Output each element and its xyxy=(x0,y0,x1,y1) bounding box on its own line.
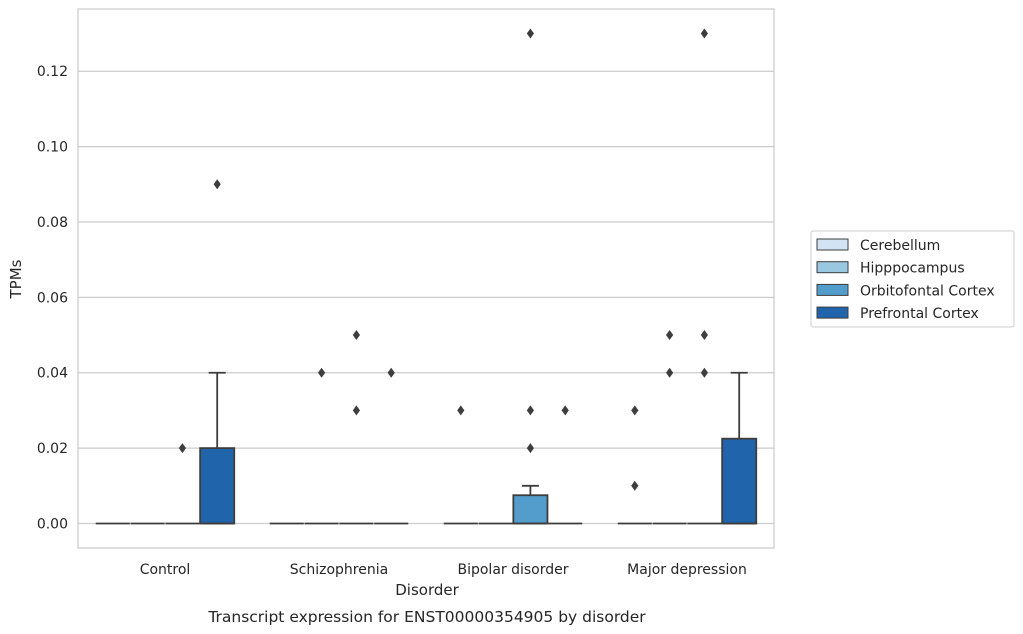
outlier-point xyxy=(666,330,674,341)
outlier-point xyxy=(526,405,534,416)
box-bipolar-disorder-3 xyxy=(548,405,583,525)
outlier-point xyxy=(178,443,186,454)
box-schizophrenia-3 xyxy=(374,367,409,525)
outlier-point xyxy=(561,405,569,416)
y-tick-label: 0.00 xyxy=(37,517,68,533)
box-major-depression-3 xyxy=(721,371,758,525)
x-tick-label: Control xyxy=(140,562,191,578)
outlier-point xyxy=(387,367,395,378)
outlier-point xyxy=(318,367,326,378)
legend: Cerebellum Hipppocampus Orbitofontal Corte… xyxy=(810,230,1015,328)
outlier-point xyxy=(666,367,674,378)
box-body xyxy=(199,447,236,525)
legend-swatch xyxy=(816,283,849,296)
box-major-depression-2 xyxy=(687,28,722,525)
y-tick-label: 0.04 xyxy=(37,366,68,382)
x-tick-labels: Control Schizophrenia Bipolar disorder Majo… xyxy=(140,562,747,578)
legend-label: Prefrontal Cortex xyxy=(860,306,979,322)
x-axis-label: Disorder xyxy=(395,581,459,599)
y-tick-labels: 0.00 0.02 0.04 0.06 0.08 0.10 0.12 xyxy=(37,64,68,532)
legend-label: Orbitofontal Cortex xyxy=(860,283,995,299)
legend-swatch xyxy=(816,261,849,274)
box-bipolar-disorder-0 xyxy=(443,405,478,525)
box-major-depression-1 xyxy=(652,330,687,525)
box-body xyxy=(721,437,758,525)
legend-frame xyxy=(810,230,1015,328)
chart-caption: Transcript expression for ENST0000035490… xyxy=(207,608,646,626)
outlier-point xyxy=(700,367,708,378)
y-axis-label: TPMs xyxy=(7,259,25,299)
legend-swatch xyxy=(816,306,849,319)
box-series xyxy=(95,28,758,525)
outlier-point xyxy=(700,330,708,341)
outlier-point xyxy=(631,405,639,416)
plot-frame xyxy=(77,8,775,549)
x-tick-label: Bipolar disorder xyxy=(457,562,568,578)
outlier-point xyxy=(700,28,708,39)
outlier-point xyxy=(457,405,465,416)
outlier-point xyxy=(631,480,639,491)
x-tick-label: Major depression xyxy=(627,562,747,578)
outlier-point xyxy=(526,443,534,454)
box-control-3 xyxy=(199,179,236,525)
box-schizophrenia-1 xyxy=(304,367,339,525)
box-body xyxy=(512,494,549,525)
outlier-point xyxy=(352,405,360,416)
gridlines xyxy=(78,70,774,525)
box-major-depression-0 xyxy=(617,405,652,525)
y-tick-label: 0.08 xyxy=(37,215,68,231)
y-tick-label: 0.12 xyxy=(37,64,68,80)
box-control-2 xyxy=(165,443,200,525)
legend-label: Hipppocampus xyxy=(860,261,965,277)
legend-items: Cerebellum Hipppocampus Orbitofontal Corte… xyxy=(816,238,995,322)
outlier-point xyxy=(352,330,360,341)
outlier-point xyxy=(526,28,534,39)
x-tick-label: Schizophrenia xyxy=(290,562,388,578)
legend-swatch xyxy=(816,238,849,251)
legend-label: Cerebellum xyxy=(860,238,940,254)
y-tick-label: 0.10 xyxy=(37,140,68,156)
y-tick-label: 0.02 xyxy=(37,441,68,457)
box-bipolar-disorder-2 xyxy=(512,28,549,525)
box-schizophrenia-2 xyxy=(339,330,374,525)
plot-background xyxy=(78,9,774,548)
outlier-point xyxy=(213,179,221,190)
y-tick-label: 0.06 xyxy=(37,290,68,306)
